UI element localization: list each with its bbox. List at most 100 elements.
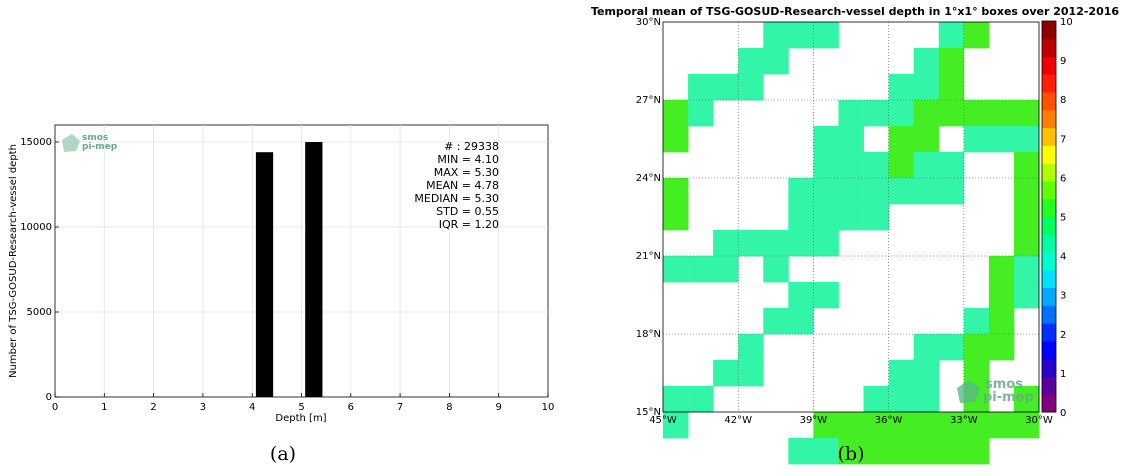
colorbar-segment [1042,74,1056,93]
logo-text-top: smos [82,133,108,143]
map-cell [763,48,789,75]
map-cell [913,412,940,439]
logo-text-bottom: pi-mep [82,142,118,152]
histogram-panel: 0 1 2 3 4 5 6 7 8 9 10 0 5000 10000 15000 Depth [m] N… [8,124,554,465]
map-cell [1013,282,1040,309]
colorbar-segment [1042,38,1056,58]
map-cell [663,100,689,127]
stat-line: MEAN = 4.78 [426,179,499,192]
lat-tick-label: 27°N [636,95,661,106]
map-cell [988,100,1015,127]
map-cell [788,282,814,309]
map-cell [838,152,864,179]
map-cell [813,152,839,179]
map-cell [913,74,940,101]
map-cell [863,412,889,439]
colorbar-segment [1042,163,1056,182]
map-cell [788,438,814,465]
map-cell [988,282,1015,309]
map-cell [963,334,990,361]
map-cell [788,308,814,335]
map-cell [938,48,965,75]
map-cell [963,412,990,439]
stat-line: MIN = 4.10 [437,153,499,166]
map-cell [888,74,915,101]
map-logo: smos pi-mep [957,377,1034,405]
map-cell [788,22,814,49]
colorbar-tick-label: 2 [1060,330,1066,341]
map-cell [913,334,940,361]
histogram-bar [305,142,323,397]
map-cell [888,438,915,465]
colorbar-segment [1042,216,1056,235]
map-cell [913,386,940,413]
colorbar-segment [1042,376,1056,395]
map-cell [863,204,889,231]
map-cell [813,178,839,205]
lon-tick-label: 39°W [800,415,828,426]
map-cell [813,438,839,465]
lon-tick-label: 30°W [1025,415,1053,426]
colorbar-segment [1042,234,1056,253]
map-cell [938,22,965,49]
map-cell [663,412,689,439]
map-cell [863,152,889,179]
colorbar-tick-label: 3 [1060,291,1066,302]
colorbar-segment [1042,109,1056,129]
map-cell [1013,178,1040,205]
map-cell [713,256,739,283]
map-cell [863,438,889,465]
map-cell [963,438,990,465]
map-cell [713,74,739,101]
stat-line: # : 29338 [444,140,499,153]
colorbar-tick-label: 5 [1060,213,1066,224]
logo-mark-icon [957,380,980,403]
logo-text-top: smos [985,377,1023,392]
map-cell [738,48,764,75]
x-tick-label: 1 [101,402,107,413]
map-cell [913,360,940,387]
colorbar-tick-label: 0 [1060,408,1066,419]
x-tick-label: 2 [150,402,156,413]
colorbar-tick-label: 4 [1060,252,1066,263]
histogram-y-ticks: 0 5000 10000 15000 [20,137,59,403]
map-cell [813,126,839,153]
colorbar-segment [1042,145,1056,164]
map-cell [913,126,940,153]
map-cell [888,126,915,153]
map-cell [988,308,1015,335]
map-cell [888,178,915,205]
map-cell [1013,412,1040,439]
map-cell [988,334,1015,361]
map-cell [888,412,915,439]
map-cell [938,438,965,465]
lon-tick-label: 45°W [649,415,677,426]
map-cell [1013,152,1040,179]
colorbar-frame [1041,20,1057,413]
map-cell [1013,256,1040,283]
map-cell [988,126,1015,153]
colorbar-tick-label: 7 [1060,134,1066,145]
colorbar-segment [1042,323,1056,342]
map-cell [838,126,864,153]
map-cell [813,282,839,309]
colorbar-tick-label: 6 [1060,173,1066,184]
map-cell [938,334,965,361]
lat-tick-label: 15°N [636,407,661,418]
x-tick-label: 4 [249,402,255,413]
map-x-ticks: 45°W 42°W 39°W 36°W 33°W 30°W [649,415,1053,426]
colorbar-segment [1042,56,1056,75]
map-cell [838,178,864,205]
map-cell [938,178,965,205]
lat-tick-label: 30°N [636,17,661,28]
map-cell [913,178,940,205]
map-cell [688,100,714,127]
panel-label-b: (b) [838,443,865,465]
map-cell [663,178,689,205]
map-cell [913,438,940,465]
y-tick-label: 5000 [27,307,52,318]
map-cell [713,360,739,387]
x-tick-label: 8 [446,402,452,413]
colorbar-segment [1042,252,1056,271]
map-cell [688,386,714,413]
